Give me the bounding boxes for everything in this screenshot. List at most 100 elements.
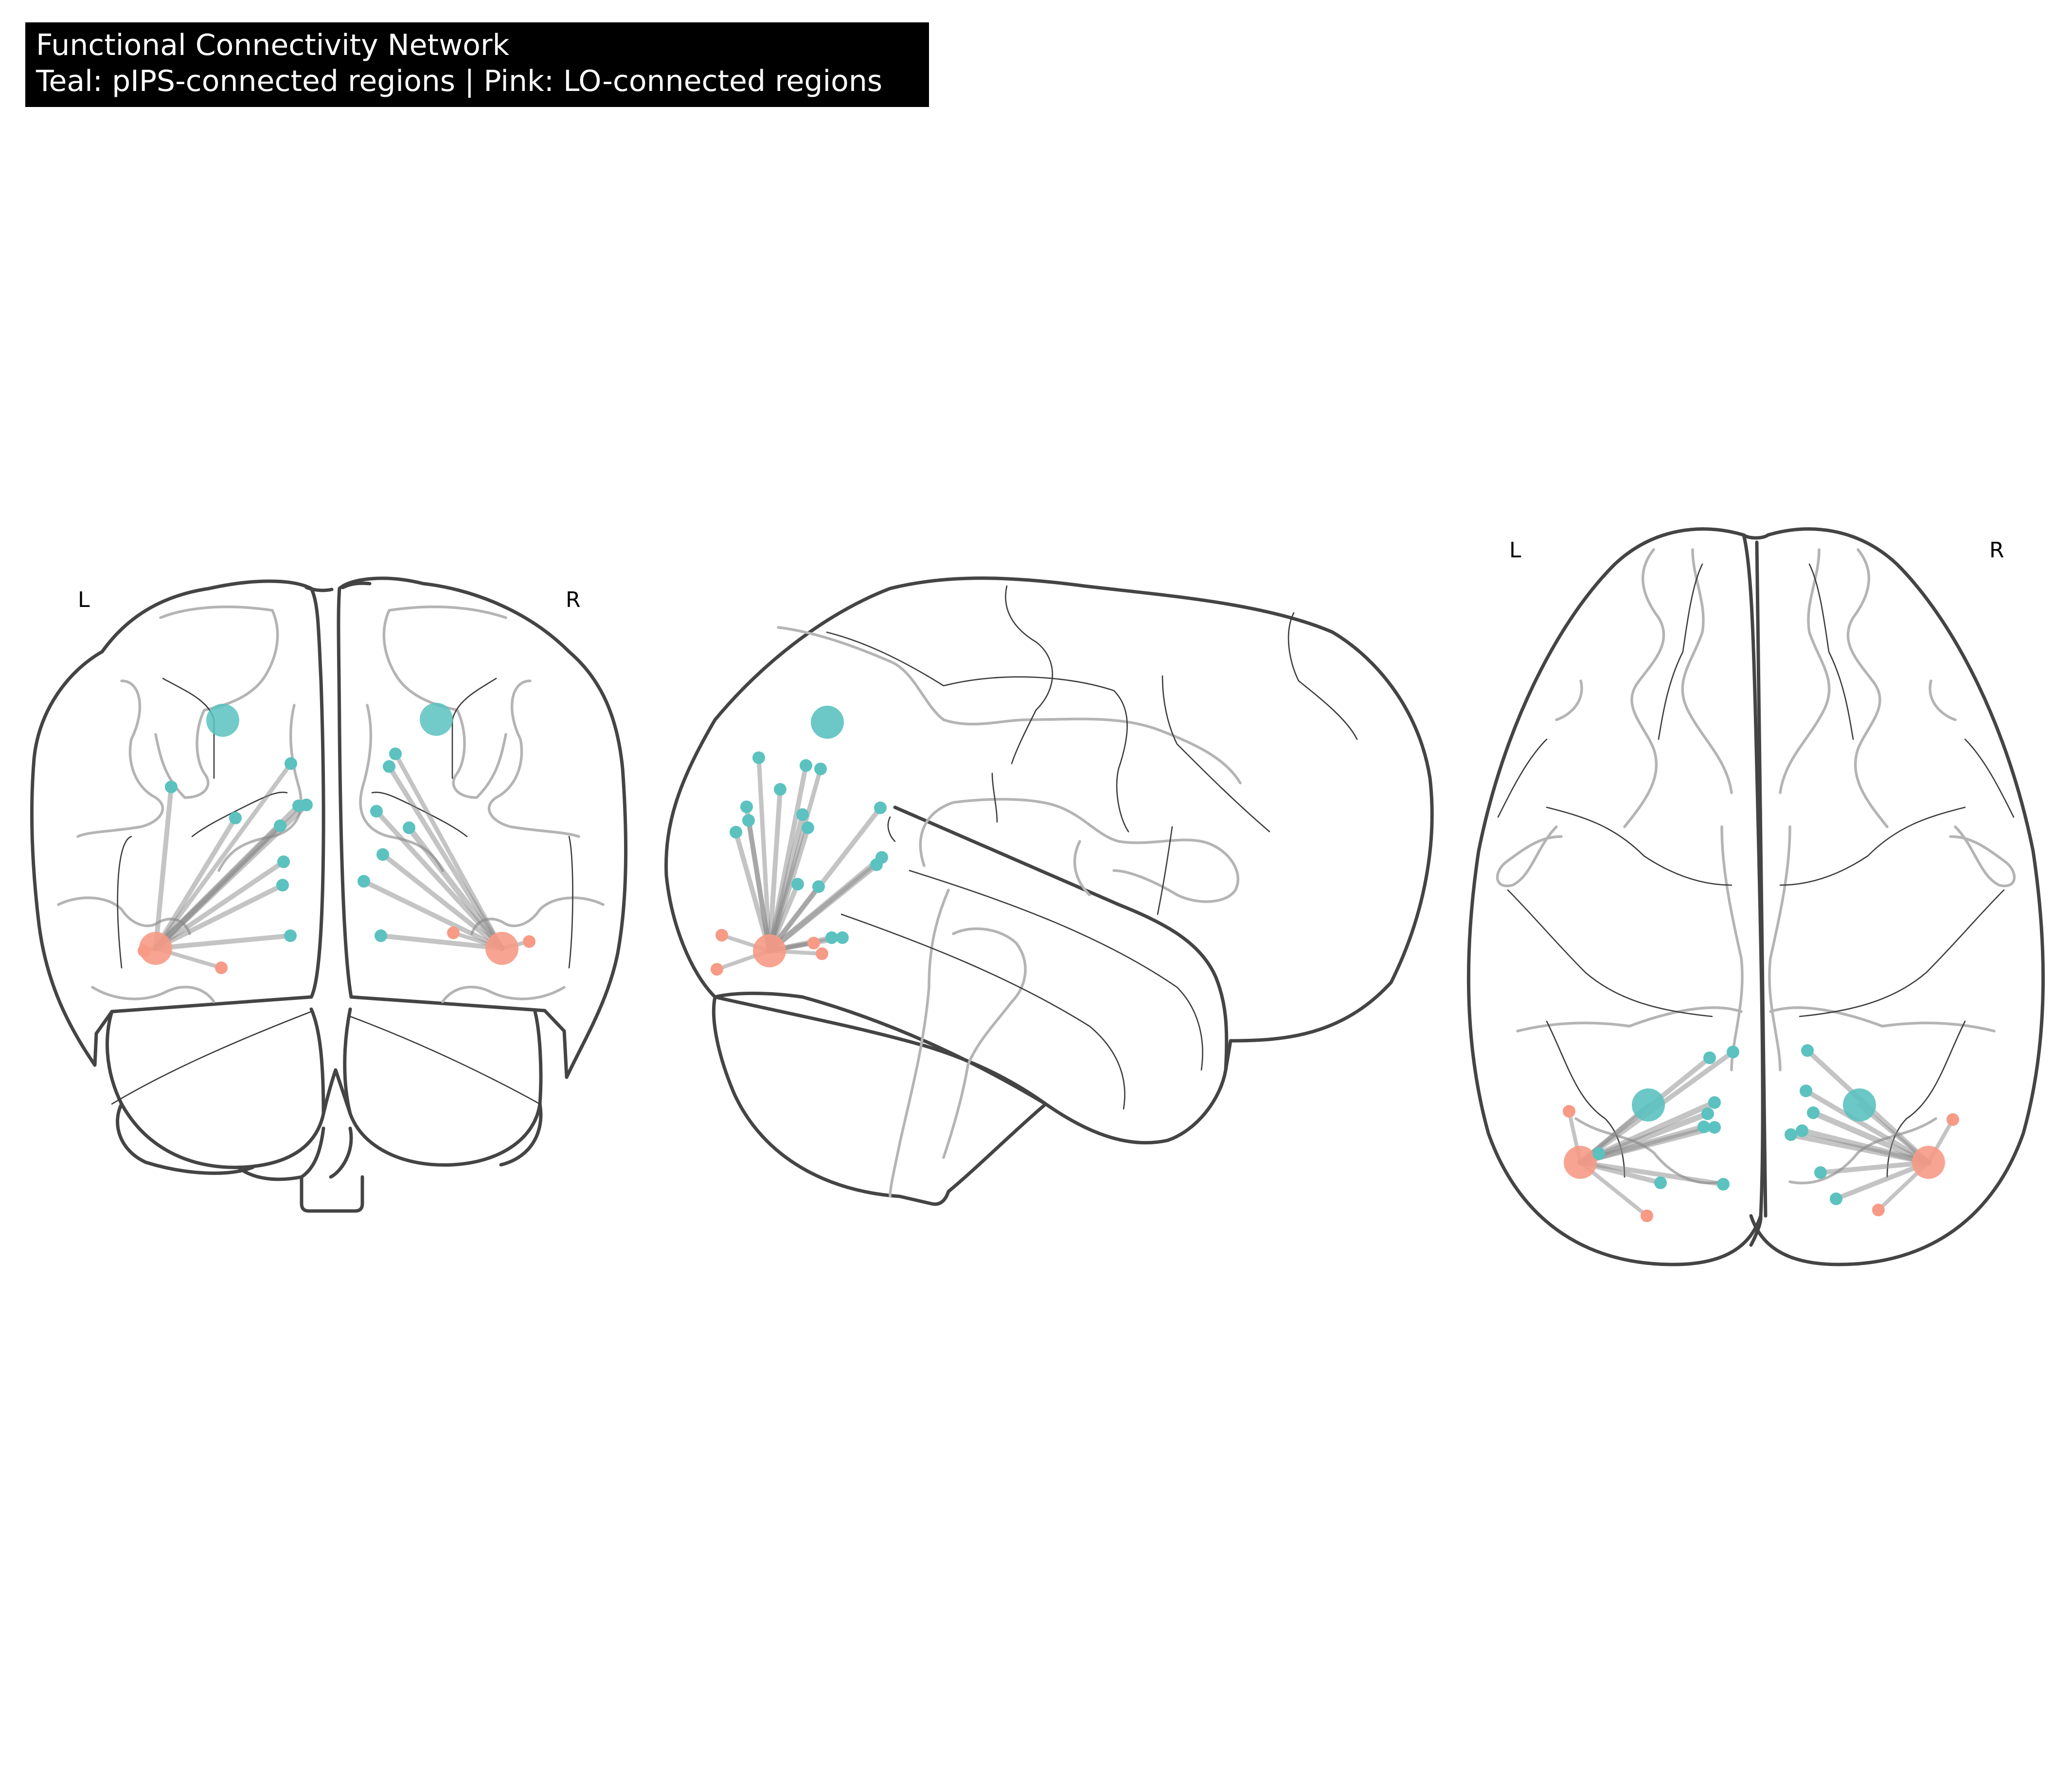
edge	[1818, 1160, 1931, 1175]
pips-connected-node	[1796, 1124, 1808, 1137]
figure-subtitle: Teal: pIPS-connected regions | Pink: LO-…	[36, 64, 883, 98]
pips-connected-node	[1708, 1096, 1721, 1109]
lo-seed-node	[1912, 1146, 1945, 1179]
edge	[387, 764, 504, 951]
lo-connected-node	[523, 935, 536, 948]
coronal-fissures	[111, 677, 573, 1105]
edge	[406, 825, 505, 951]
connectivity-nodes	[138, 703, 1959, 1222]
pips-connected-node	[1592, 1147, 1605, 1160]
pips-connected-node	[1701, 1107, 1714, 1120]
lo-connected-node	[1563, 1105, 1575, 1118]
lo-connected-node	[138, 944, 150, 957]
pips-seed-node	[811, 706, 844, 739]
pips-connected-node	[277, 855, 290, 868]
lo-connected-node	[715, 929, 728, 942]
edge	[153, 784, 174, 951]
pips-connected-node	[800, 759, 812, 772]
edge	[1788, 1132, 1931, 1165]
lo-connected-node	[1947, 1113, 1959, 1126]
pips-connected-node	[274, 819, 286, 832]
edge	[733, 830, 772, 953]
pips-connected-node	[791, 878, 804, 890]
coronal-left-label: L	[78, 587, 90, 612]
pips-connected-node	[742, 814, 755, 827]
lo-connected-node	[711, 963, 723, 976]
figure-title-box: Functional Connectivity Network Teal: pI…	[25, 22, 929, 107]
pips-connected-node	[403, 821, 415, 834]
pips-connected-node	[836, 931, 849, 944]
pips-connected-node	[825, 931, 838, 944]
edge	[153, 883, 285, 951]
edge	[153, 859, 286, 951]
edge	[153, 761, 293, 951]
pips-connected-node	[874, 801, 887, 814]
axial-fissures	[1497, 563, 2015, 1178]
edge	[153, 933, 293, 951]
connectivity-edges	[142, 751, 1955, 1218]
lo-connected-node	[215, 961, 228, 974]
edge	[153, 823, 283, 951]
lo-connected-node	[807, 937, 820, 949]
pips-connected-node	[1801, 1044, 1814, 1057]
pips-connected-node	[285, 757, 297, 770]
axial-view	[1467, 527, 2045, 1266]
pips-connected-node	[1708, 1121, 1721, 1134]
edge	[767, 787, 783, 953]
pips-connected-node	[814, 763, 827, 775]
lo-connected-node	[816, 947, 828, 960]
pips-connected-node	[1703, 1051, 1716, 1064]
pips-connected-node	[1814, 1166, 1827, 1179]
axial-outline	[1467, 527, 2045, 1266]
pips-connected-node	[376, 848, 389, 861]
pips-connected-node	[370, 805, 383, 818]
pips-connected-node	[300, 799, 313, 811]
pips-connected-node	[1830, 1193, 1842, 1205]
coronal-view	[30, 576, 628, 1213]
pips-seed-node	[420, 703, 453, 736]
pips-connected-node	[1807, 1106, 1820, 1119]
pips-connected-node	[802, 821, 814, 834]
pips-connected-node	[1785, 1128, 1797, 1141]
edge	[378, 933, 504, 951]
lo-connected-node	[1872, 1204, 1885, 1216]
edge	[1834, 1160, 1931, 1201]
axial-left-label: L	[1509, 538, 1521, 563]
pips-connected-node	[1800, 1085, 1812, 1097]
pips-connected-node	[383, 760, 395, 773]
lo-connected-node	[447, 926, 460, 939]
pips-connected-node	[375, 929, 387, 942]
figure-title: Functional Connectivity Network	[36, 28, 510, 62]
pips-connected-node	[740, 801, 753, 813]
pips-connected-node	[870, 858, 883, 871]
edge	[380, 852, 504, 951]
pips-connected-node	[730, 826, 742, 838]
pips-connected-node	[229, 812, 242, 824]
coronal-outline	[30, 576, 628, 1213]
edge	[767, 862, 879, 954]
edge	[1810, 1110, 1931, 1165]
pips-connected-node	[165, 781, 178, 793]
pips-connected-node	[774, 783, 786, 796]
sagittal-view	[664, 576, 1434, 1206]
pips-connected-node	[276, 879, 289, 891]
edge	[756, 755, 772, 953]
edge	[1578, 1160, 1726, 1187]
pips-connected-node	[812, 880, 825, 893]
pips-seed-node	[1632, 1088, 1665, 1121]
pips-connected-node	[284, 929, 297, 942]
edge	[361, 879, 504, 951]
pips-connected-node	[389, 748, 402, 760]
pips-connected-node	[1717, 1178, 1730, 1191]
pips-connected-node	[1697, 1121, 1710, 1133]
pips-connected-node	[1727, 1046, 1739, 1058]
sagittal-fissures	[826, 585, 1358, 1110]
sagittal-outline	[664, 576, 1434, 1206]
axial-sulci	[1496, 548, 2016, 1185]
lo-seed-node	[753, 934, 786, 967]
edge	[746, 818, 772, 953]
pips-connected-node	[796, 808, 809, 821]
axial-right-label: R	[1989, 538, 2004, 563]
pips-connected-node	[752, 751, 765, 764]
